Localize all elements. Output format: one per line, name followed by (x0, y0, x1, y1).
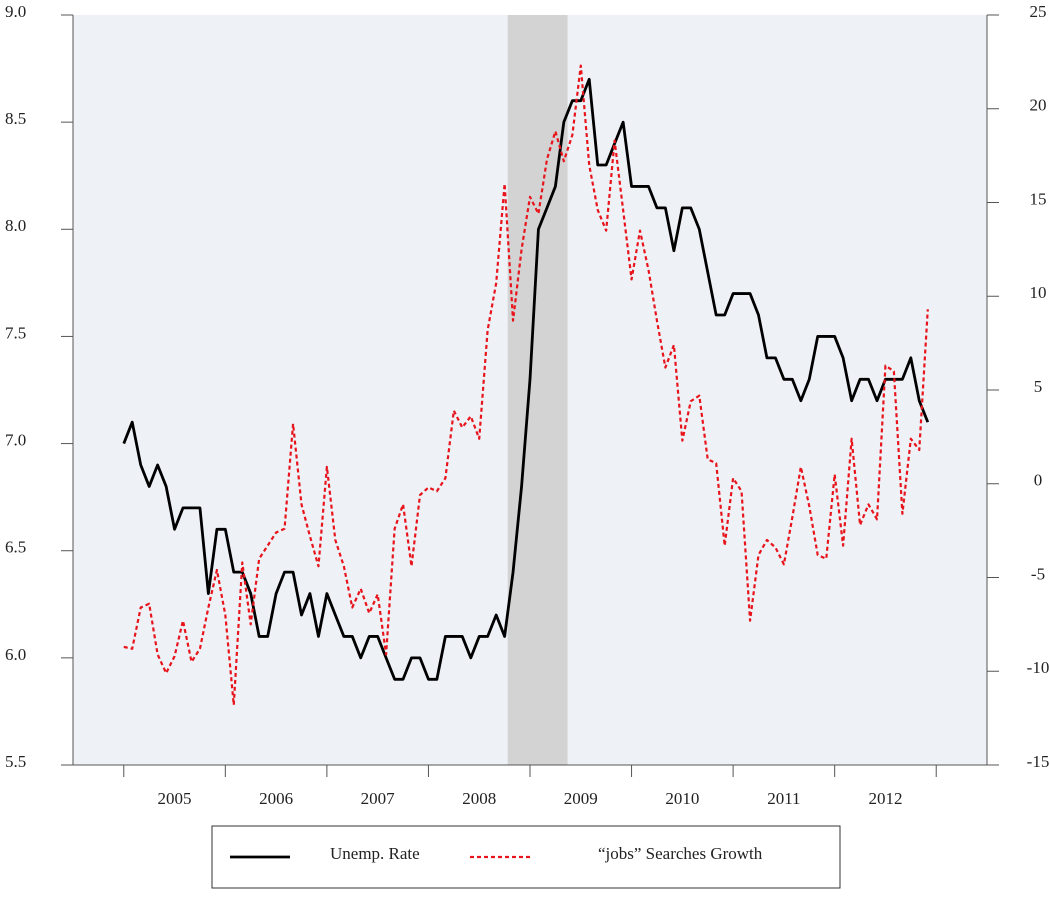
legend-label: “jobs” Searches Growth (598, 844, 763, 863)
y-tick-label: 8.5 (5, 109, 26, 128)
y-tick-label: 6.5 (5, 538, 26, 557)
plot (122, 15, 930, 765)
x-tick-label: 2007 (361, 789, 396, 808)
series-line (123, 64, 929, 707)
series-line (122, 77, 930, 681)
x-tick-label: 2012 (868, 789, 902, 808)
y-tick-label: 9.0 (5, 2, 26, 21)
y2-tick-label: -15 (1027, 752, 1050, 771)
y2-tick-label: 5 (1034, 377, 1043, 396)
shaded-region (507, 15, 568, 765)
y-tick-label: 7.5 (5, 323, 26, 342)
x-tick-label: 2006 (259, 789, 293, 808)
y-tick-label: 8.0 (5, 216, 26, 235)
x-tick-label: 2008 (462, 789, 496, 808)
y2-tick-label: -5 (1031, 564, 1045, 583)
legend-label: Unemp. Rate (330, 844, 420, 863)
x-tick-label: 2005 (158, 789, 192, 808)
x-tick-label: 2010 (665, 789, 699, 808)
y2-tick-label: -10 (1027, 658, 1050, 677)
y2-tick-label: 15 (1030, 189, 1047, 208)
y2-tick-label: 10 (1030, 283, 1047, 302)
y-tick-label: 5.5 (5, 752, 26, 771)
y-tick-label: 7.0 (5, 430, 26, 449)
x-tick-label: 2011 (767, 789, 800, 808)
y-tick-label: 6.0 (5, 645, 26, 664)
y2-tick-label: 20 (1030, 96, 1047, 115)
y2-tick-label: 0 (1034, 471, 1043, 490)
y2-tick-label: 25 (1030, 2, 1047, 21)
x-tick-label: 2009 (564, 789, 598, 808)
